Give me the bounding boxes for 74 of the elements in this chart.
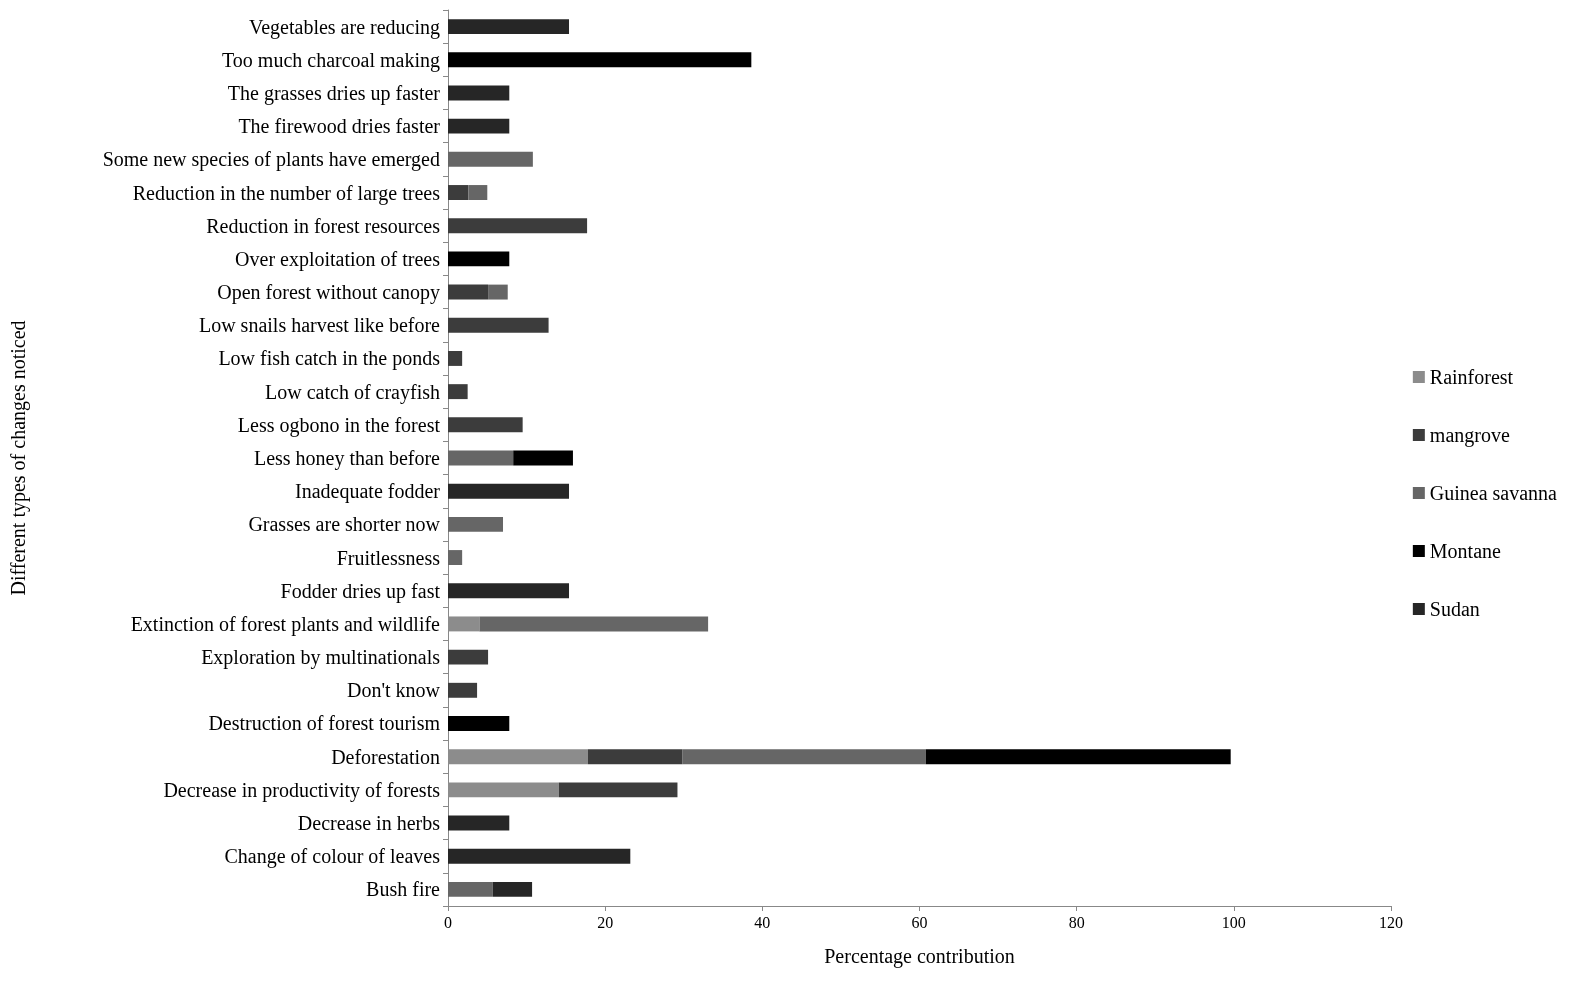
bar [448,85,510,101]
x-tick-label: 80 [1068,913,1085,931]
x-tick-label: 0 [444,913,452,931]
y-tick-label: Grasses are shorter now [248,513,441,536]
bar [479,616,709,632]
y-tick-label: Destruction of forest tourism [208,712,441,735]
x-axis-title: Percentage contribution [824,945,1015,968]
bar [448,483,570,499]
y-tick-label: Reduction in forest resources [206,214,441,237]
legend-label: Sudan [1429,598,1480,620]
y-tick-label: Inadequate fodder [295,480,441,504]
y-tick-label: Less honey than before [253,447,441,470]
bar [448,218,588,234]
bar [448,550,463,566]
x-tick-label: 100 [1221,913,1246,931]
bar [488,284,508,300]
y-tick-label: Decrease in herbs [297,812,441,835]
bar [448,450,514,466]
x-tick-label: 120 [1379,913,1403,931]
y-tick-label: Vegetables are reducing [248,15,440,39]
y-tick-label: Exploration by multinationals [201,646,441,670]
legend-label: Rainforest [1429,366,1514,388]
bar [448,716,510,731]
bar [448,52,752,68]
bar [448,185,469,200]
y-tick-label: Over exploitation of trees [235,247,441,271]
y-tick-label: Extinction of forest plants and wildlife [130,612,441,636]
y-tick-label: Low fish catch in the ponds [218,347,441,371]
x-tick-label: 40 [754,913,771,931]
bar [448,19,570,35]
bar [468,185,488,200]
y-tick-label: Too much charcoal making [222,48,440,72]
legend-label: Montane [1429,540,1502,562]
y-tick-label: Don't know [346,679,441,702]
bar [448,815,510,831]
y-tick-label: The firewood dries faster [238,115,441,138]
y-tick-label: Fruitlessness [336,546,441,569]
bar [587,749,683,765]
bar [448,682,478,698]
bar [513,450,573,466]
bar [448,516,504,532]
bar [448,317,549,333]
bar [682,749,926,765]
y-axis-title: Different types of changes noticed [7,320,30,596]
y-tick-label: Reduction in the number of large trees [132,181,441,205]
y-tick-label: Open forest without canopy [217,281,440,305]
legend-label: Guinea savanna [1429,482,1558,504]
bar [448,583,570,599]
bar [448,881,493,897]
bar [492,881,533,897]
bar [448,251,510,267]
bar [925,749,1231,765]
x-tick-label: 20 [597,913,614,931]
bar [448,384,468,400]
legend-label: mangrove [1429,424,1510,447]
y-tick-label: Fodder dries up fast [280,579,441,603]
bar [448,649,489,665]
y-tick-label: Bush fire [366,878,441,901]
bar [558,782,678,798]
y-tick-label: Change of colour of leaves [224,845,441,869]
x-tick-label: 60 [911,913,928,931]
bar [448,417,523,433]
bar [448,151,533,167]
bar [448,350,463,366]
bar [448,284,489,300]
y-tick-label: Less ogbono in the forest [237,413,441,437]
y-tick-label: Low snails harvest like before [198,314,441,337]
y-tick-label: Some new species of plants have emerged [102,148,440,172]
y-tick-label: Decrease in productivity of forests [163,778,441,802]
y-tick-label: The grasses dries up faster [227,81,441,105]
y-tick-label: Deforestation [331,745,440,768]
y-tick-label: Low catch of crayfish [265,380,440,404]
bar [448,848,631,864]
bar [448,118,510,134]
